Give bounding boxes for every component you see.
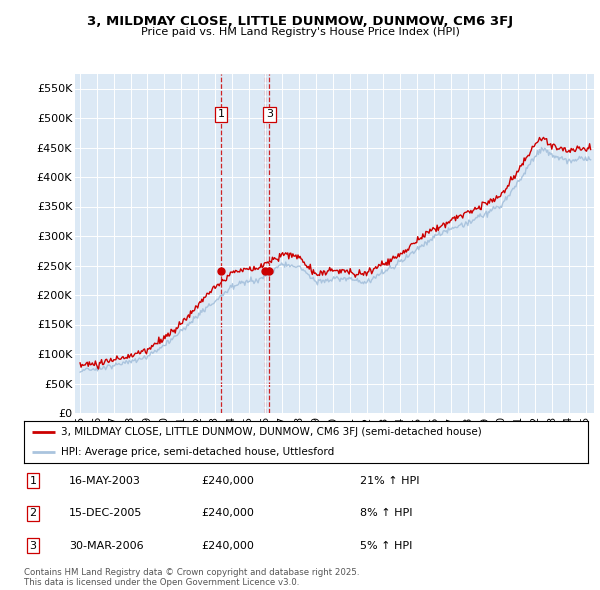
Text: 3, MILDMAY CLOSE, LITTLE DUNMOW, DUNMOW, CM6 3FJ (semi-detached house): 3, MILDMAY CLOSE, LITTLE DUNMOW, DUNMOW,… — [61, 427, 481, 437]
Text: £240,000: £240,000 — [202, 541, 254, 550]
Text: 5% ↑ HPI: 5% ↑ HPI — [360, 541, 412, 550]
Text: 21% ↑ HPI: 21% ↑ HPI — [360, 476, 419, 486]
Text: 15-DEC-2005: 15-DEC-2005 — [69, 509, 142, 518]
Text: £240,000: £240,000 — [202, 509, 254, 518]
Text: 8% ↑ HPI: 8% ↑ HPI — [360, 509, 413, 518]
Text: 2: 2 — [29, 509, 37, 518]
Text: 16-MAY-2003: 16-MAY-2003 — [69, 476, 141, 486]
Text: 3: 3 — [29, 541, 37, 550]
Text: 1: 1 — [29, 476, 37, 486]
Text: HPI: Average price, semi-detached house, Uttlesford: HPI: Average price, semi-detached house,… — [61, 447, 334, 457]
Text: 3, MILDMAY CLOSE, LITTLE DUNMOW, DUNMOW, CM6 3FJ: 3, MILDMAY CLOSE, LITTLE DUNMOW, DUNMOW,… — [87, 15, 513, 28]
Text: Contains HM Land Registry data © Crown copyright and database right 2025.
This d: Contains HM Land Registry data © Crown c… — [24, 568, 359, 587]
Text: 1: 1 — [218, 110, 224, 119]
Text: 30-MAR-2006: 30-MAR-2006 — [69, 541, 143, 550]
Text: 3: 3 — [266, 110, 273, 119]
Text: Price paid vs. HM Land Registry's House Price Index (HPI): Price paid vs. HM Land Registry's House … — [140, 27, 460, 37]
Text: £240,000: £240,000 — [202, 476, 254, 486]
